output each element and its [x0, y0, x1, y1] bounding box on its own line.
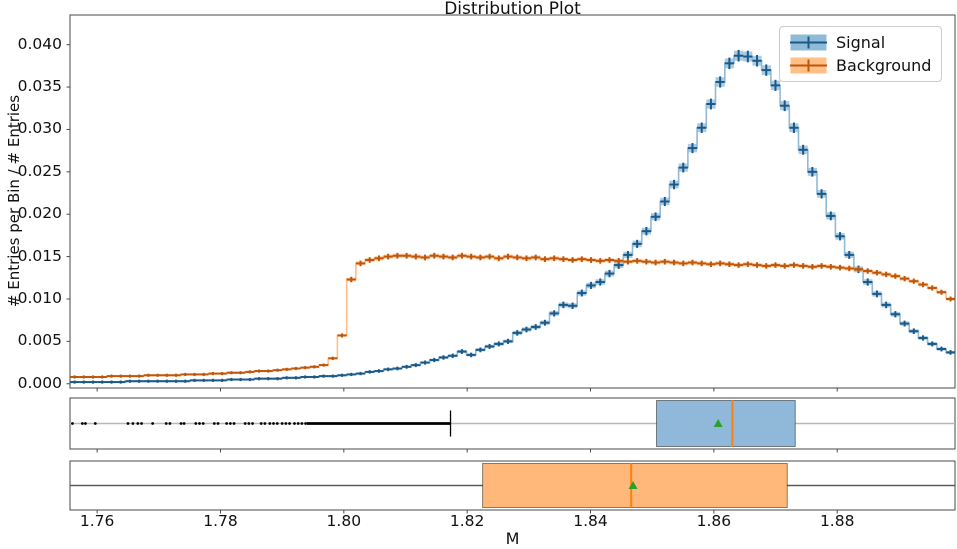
signal-flier-dot [228, 422, 232, 425]
signal-flier-dot [225, 422, 229, 425]
signal-flier-dot [194, 422, 198, 425]
signal-flier-dot [296, 422, 300, 425]
signal-flier-dot [300, 422, 304, 425]
y-tick-label: 0.000 [17, 373, 62, 392]
y-tick-label: 0.025 [17, 161, 62, 180]
signal-flier-dot [293, 422, 296, 425]
signal-flier-dot [126, 422, 130, 425]
y-tick-label: 0.035 [17, 77, 62, 96]
x-axis-label: M [505, 529, 520, 548]
x-tick-label: 1.86 [696, 512, 732, 530]
signal-flier-dot [131, 422, 135, 425]
signal-flier-dot [247, 422, 251, 425]
signal-flier-dot [280, 422, 284, 425]
x-tick-label: 1.78 [203, 512, 238, 530]
y-tick-label: 0.020 [17, 204, 62, 223]
signal-flier-dot [272, 422, 275, 425]
signal-flier-dot [168, 422, 172, 425]
signal-flier-dot [259, 422, 263, 425]
legend-item-background: Background [790, 56, 931, 75]
legend: Signal Background [779, 26, 943, 82]
signal-flier-dot [164, 422, 168, 425]
y-tick-label: 0.030 [17, 119, 62, 138]
main-axes-frame [69, 14, 956, 389]
signal-flier-dot [80, 422, 84, 425]
signal-flier-dot [268, 422, 272, 425]
signal-mean-marker-icon [713, 419, 723, 427]
y-tick-label: 0.010 [17, 288, 62, 307]
signal-flier-dot [182, 422, 186, 425]
background-iqr-box [482, 463, 788, 508]
signal-flier-dot [201, 422, 205, 425]
y-tick-label: 0.040 [17, 34, 62, 53]
signal-flier-dot [140, 422, 143, 425]
x-tick-label: 1.82 [449, 512, 485, 530]
signal-flier-dot [251, 422, 254, 425]
signal-flier-dot [284, 422, 288, 425]
chart-title: Distribution Plot [444, 0, 581, 19]
signal-flier-dot [304, 422, 307, 425]
signal-flier-dot [71, 422, 74, 425]
y-tick-label: 0.005 [17, 331, 62, 350]
signal-flier-dot [93, 422, 97, 425]
legend-label-background: Background [836, 56, 932, 75]
signal-iqr-box [656, 400, 796, 447]
signal-flier-dot [216, 422, 220, 425]
background-errorbar-swatch-icon [790, 57, 827, 74]
signal-errorbar-swatch-icon [790, 34, 827, 51]
signal-flier-dot [179, 422, 183, 425]
legend-label-signal: Signal [836, 33, 886, 52]
signal-flier-dot [243, 422, 247, 425]
signal-flier-dot [263, 422, 267, 425]
signal-flier-dot [288, 422, 291, 425]
x-tick-label: 1.84 [573, 512, 608, 530]
signal-flier-dot [136, 422, 140, 425]
background-step-line [70, 255, 955, 378]
x-tick-label: 1.76 [79, 512, 115, 530]
signal-flier-dot [275, 422, 279, 425]
y-tick-label: 0.015 [17, 246, 62, 265]
x-tick-label: 1.80 [326, 512, 362, 530]
background-mean-marker-icon [628, 481, 638, 489]
x-tick-label: 1.88 [819, 512, 855, 530]
signal-step-line [70, 54, 955, 383]
signal-flier-dot [232, 422, 236, 425]
signal-flier-dot [151, 422, 155, 425]
signal-flier-dot [212, 422, 216, 425]
signal-flier-dot [84, 422, 87, 425]
legend-item-signal: Signal [790, 33, 931, 52]
signal-flier-dot [198, 422, 201, 425]
